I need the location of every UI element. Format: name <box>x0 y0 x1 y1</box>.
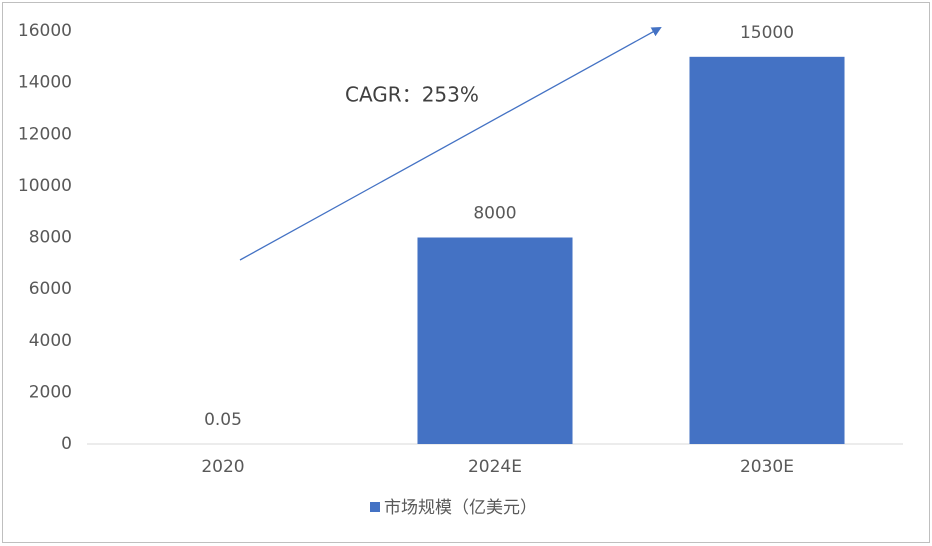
y-tick-label: 8000 <box>29 228 72 248</box>
legend-label: 市场规模（亿美元） <box>384 498 537 518</box>
y-tick-label: 4000 <box>29 331 72 351</box>
y-tick-label: 14000 <box>18 73 72 93</box>
growth-arrow <box>239 27 662 261</box>
y-tick-label: 6000 <box>29 279 72 299</box>
x-tick-label: 2030E <box>740 457 794 477</box>
annotation: CAGR：253% <box>345 83 479 107</box>
y-tick-label: 10000 <box>18 176 72 196</box>
x-tick-label: 2020 <box>201 457 244 477</box>
y-tick-label: 12000 <box>18 124 72 144</box>
data-label: 0.05 <box>204 410 242 430</box>
bar <box>417 237 573 444</box>
y-tick-label: 2000 <box>29 382 72 402</box>
legend-swatch <box>370 502 380 512</box>
x-tick-label: 2024E <box>468 457 522 477</box>
data-label: 15000 <box>740 23 794 43</box>
data-label: 8000 <box>473 204 516 224</box>
y-tick-label: 16000 <box>18 21 72 41</box>
bar <box>689 56 845 444</box>
y-tick-label: 0 <box>61 434 72 454</box>
